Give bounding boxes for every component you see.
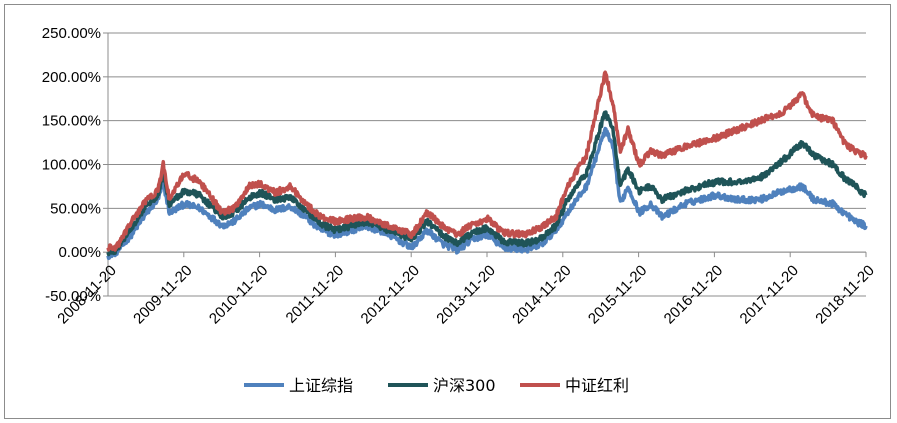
y-tick-label: -50.00% bbox=[45, 288, 101, 305]
x-tick-label: 2016-11-20 bbox=[661, 262, 726, 327]
legend: 上证综指 沪深300 中证红利 bbox=[244, 376, 629, 395]
plot-series bbox=[106, 70, 868, 261]
y-tick-label: 250.00% bbox=[42, 25, 101, 42]
x-tick-label: 2011-11-20 bbox=[283, 262, 348, 327]
y-tick-label: 150.00% bbox=[42, 113, 101, 130]
y-tick-label: 50.00% bbox=[50, 200, 101, 217]
y-tick-label: 0.00% bbox=[58, 244, 101, 261]
legend-label: 中证红利 bbox=[565, 376, 629, 395]
legend-label: 上证综指 bbox=[289, 376, 353, 395]
x-axis: 2008-11-20 2009-11-20 2010-11-20 2011-11-20… bbox=[54, 251, 878, 327]
x-tick-label: 2013-11-20 bbox=[433, 262, 498, 327]
x-tick-label: 2009-11-20 bbox=[130, 262, 195, 327]
series-line bbox=[106, 126, 868, 261]
y-tick-label: 200.00% bbox=[42, 69, 101, 86]
y-tick-label: 100.00% bbox=[42, 157, 101, 174]
x-tick-label: 2010-11-20 bbox=[206, 262, 271, 327]
x-tick-label: 2012-11-20 bbox=[358, 262, 423, 327]
series-line bbox=[106, 70, 868, 252]
x-tick-label: 2018-11-20 bbox=[812, 262, 877, 327]
x-tick-label: 2017-11-20 bbox=[737, 262, 802, 327]
y-axis: -50.00% 0.00% 50.00% 100.00% 150.00% 200.00% 2… bbox=[42, 25, 109, 305]
chart-frame bbox=[4, 4, 891, 419]
x-tick-label: 2014-11-20 bbox=[509, 262, 574, 327]
x-tick-label: 2015-11-20 bbox=[585, 262, 650, 327]
legend-label: 沪深300 bbox=[433, 376, 496, 395]
